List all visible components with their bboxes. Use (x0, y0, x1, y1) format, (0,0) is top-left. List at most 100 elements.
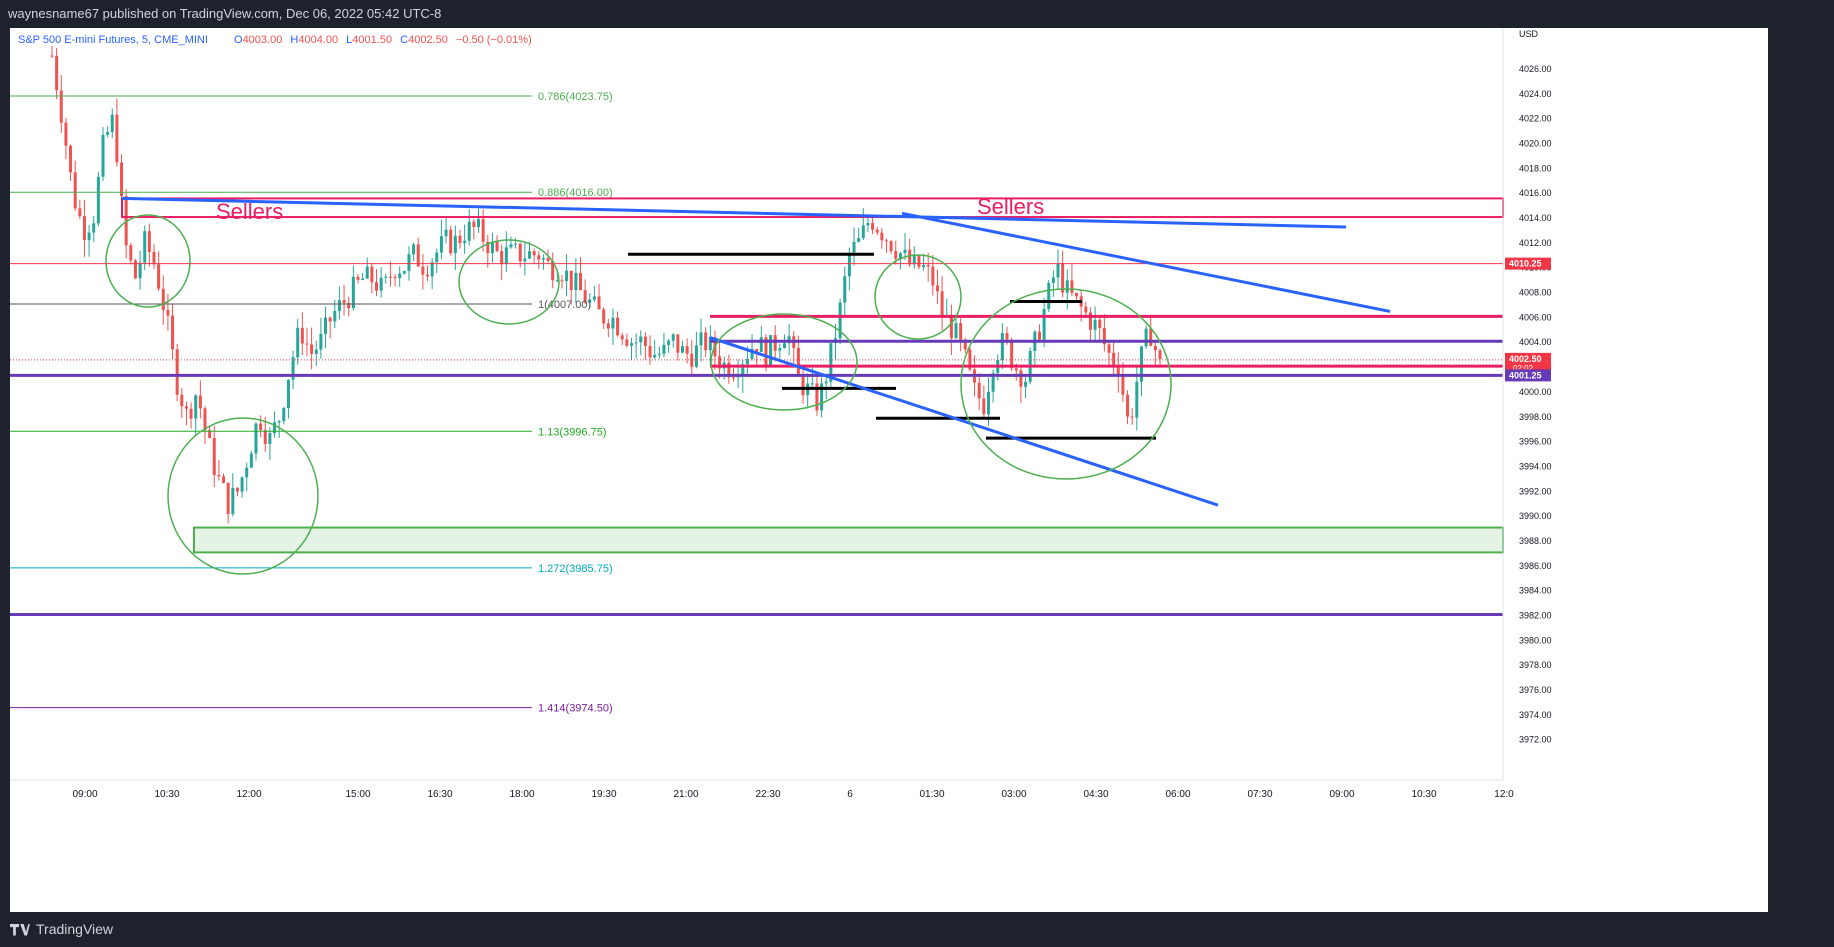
candle-body (954, 323, 958, 339)
candle-body (731, 377, 735, 379)
candle-body (444, 229, 448, 237)
candle-body (1126, 394, 1130, 417)
time-tick-label: 16:30 (427, 789, 452, 800)
candle-body (1065, 280, 1069, 293)
candle-body (1024, 381, 1028, 387)
candle-body (240, 477, 244, 492)
time-tick-label: 09:00 (72, 789, 97, 800)
candle-body (342, 300, 346, 303)
chart-area[interactable]: 0.786(4023.75) 0.886(4016.00) 1(4007.00) 1.… (10, 28, 1769, 912)
candle-body (370, 266, 374, 283)
candle-body (1019, 370, 1023, 387)
candle-body (671, 334, 675, 341)
candle-body (324, 317, 328, 334)
candle-body (843, 276, 847, 303)
candle-body (523, 258, 527, 262)
candle-body (472, 221, 476, 228)
candle-body (769, 335, 773, 367)
candle-body (337, 300, 341, 312)
candle-body (676, 334, 680, 353)
candle-body (157, 264, 161, 289)
candle-body (1130, 416, 1134, 418)
price-tick-label: 4004.00 (1519, 337, 1552, 347)
time-tick-label: 15:00 (345, 789, 370, 800)
candle-body (926, 265, 930, 267)
candle-body (398, 273, 402, 279)
price-tick-label: 3972.00 (1519, 735, 1552, 745)
candle-body (235, 487, 239, 492)
time-tick-label: 04:30 (1083, 789, 1108, 800)
candle-body (203, 408, 207, 431)
candle-body (871, 222, 875, 230)
candle-body (495, 241, 499, 252)
candle-body (565, 270, 569, 282)
price-tick-label: 3982.00 (1519, 610, 1552, 620)
price-chart[interactable]: 0.786(4023.75) 0.886(4016.00) 1(4007.00) 1.… (10, 28, 1769, 912)
candle-body (667, 340, 671, 345)
candle-body (1056, 263, 1060, 278)
candle-body (430, 262, 434, 277)
candle-body (50, 55, 54, 57)
candle-body (1061, 263, 1065, 293)
candle-body (764, 337, 768, 367)
candle-body (745, 358, 749, 365)
candle-body (602, 309, 606, 324)
candle-body (648, 345, 652, 358)
price-label: 4001.25 (1509, 370, 1542, 380)
candle-body (894, 251, 898, 259)
price-tick-label: 3974.00 (1519, 710, 1552, 720)
candle-body (254, 423, 258, 454)
demand-zone (193, 526, 1504, 554)
price-tick-label: 4008.00 (1519, 288, 1552, 298)
highlight-circle (167, 417, 319, 575)
candle-body (453, 235, 457, 254)
candle-body (532, 251, 536, 256)
candle-body (263, 430, 267, 444)
candle-body (968, 349, 972, 370)
chart-background (10, 28, 1768, 912)
candle-body (555, 280, 559, 282)
candle-body (982, 398, 986, 415)
price-tick-label: 4020.00 (1519, 139, 1552, 149)
candle-body (375, 282, 379, 291)
price-tick-label: 3994.00 (1519, 461, 1552, 471)
candle-body (347, 302, 351, 309)
brand-name: TradingView (36, 921, 114, 937)
price-tick-label: 4006.00 (1519, 312, 1552, 322)
candle-body (477, 219, 481, 228)
price-tick-label: 4026.00 (1519, 64, 1552, 74)
candle-body (518, 243, 522, 262)
candle-body (291, 357, 295, 380)
trend-line (709, 336, 1219, 507)
price-tick-label: 3996.00 (1519, 437, 1552, 447)
candle-body (551, 261, 555, 281)
candle-body (379, 277, 383, 291)
candle-body (569, 270, 573, 291)
candle-body (991, 373, 995, 392)
legend-change: −0.50 (−0.01%) (456, 34, 532, 46)
candle-body (685, 346, 689, 354)
candle-body (198, 395, 202, 409)
candle-body (509, 244, 513, 248)
legend-high: 4004.00 (298, 34, 338, 46)
time-tick-label: 07:30 (1247, 789, 1272, 800)
candle-body (1121, 376, 1125, 395)
candle-body (226, 482, 230, 514)
candle-body (82, 216, 86, 241)
brand[interactable]: TradingView (10, 912, 113, 947)
candle-body (388, 276, 392, 278)
candle-body (356, 276, 360, 280)
candle-body (222, 476, 226, 483)
candle-body (592, 296, 596, 300)
candle-body (866, 222, 870, 226)
candle-body (847, 252, 851, 277)
candle-body (59, 90, 63, 123)
candle-body (759, 337, 763, 352)
candle-body (935, 285, 939, 292)
candle-body (421, 266, 425, 275)
candle-body (528, 251, 532, 259)
candle-body (310, 344, 314, 354)
candle-body (963, 339, 967, 350)
candle-body (857, 238, 861, 242)
price-tick-label: 3990.00 (1519, 511, 1552, 521)
